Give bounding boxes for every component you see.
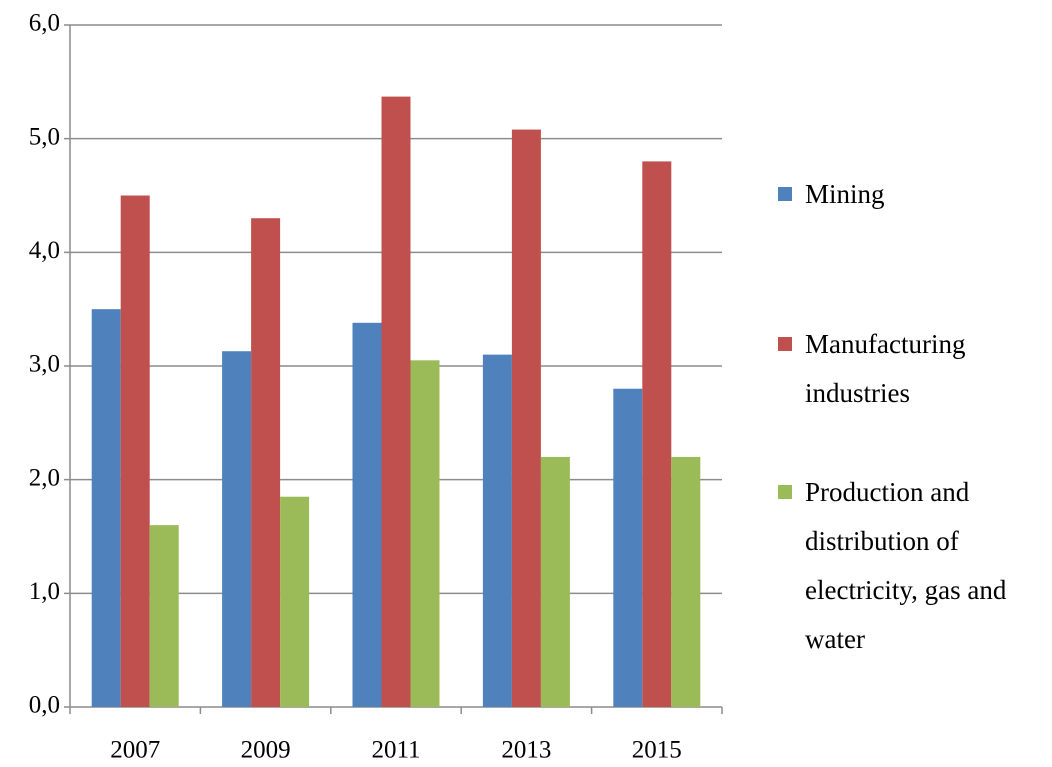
bar: [671, 456, 701, 707]
y-tick-label: 6,0: [29, 10, 60, 37]
bar: [642, 161, 672, 707]
x-tick-label: 2009: [241, 737, 291, 764]
x-tick-label: 2015: [632, 737, 682, 764]
bar: [280, 496, 310, 707]
bar: [482, 354, 512, 707]
legend-swatch: [778, 337, 792, 351]
legend-item: Mining: [778, 170, 1048, 219]
x-tick-label: 2011: [371, 737, 420, 764]
bar: [381, 96, 411, 708]
x-tick-label: 2007: [110, 737, 160, 764]
bar: [149, 525, 179, 707]
legend-swatch: [778, 485, 792, 499]
bar: [540, 456, 570, 707]
legend-item: Production and distribution of electrici…: [778, 468, 1048, 664]
bar: [352, 322, 382, 707]
bar: [511, 129, 541, 707]
y-tick-label: 3,0: [29, 351, 60, 378]
legend-label: Manufacturing industries: [805, 329, 966, 408]
y-tick-label: 2,0: [29, 464, 60, 491]
legend-label: Production and distribution of electrici…: [805, 477, 1007, 654]
bar: [120, 195, 150, 707]
bar: [613, 388, 643, 707]
y-tick-label: 1,0: [29, 578, 60, 605]
bar: [251, 218, 281, 707]
legend-swatch: [778, 187, 792, 201]
bar: [91, 309, 121, 707]
legend-item: Manufacturing industries: [778, 320, 1048, 418]
x-tick-label: 2013: [501, 737, 551, 764]
bar: [410, 360, 440, 707]
y-tick-label: 4,0: [29, 237, 60, 264]
y-tick-label: 0,0: [29, 692, 60, 719]
y-tick-label: 5,0: [29, 123, 60, 150]
bar: [222, 351, 252, 707]
legend-label: Mining: [805, 179, 885, 209]
